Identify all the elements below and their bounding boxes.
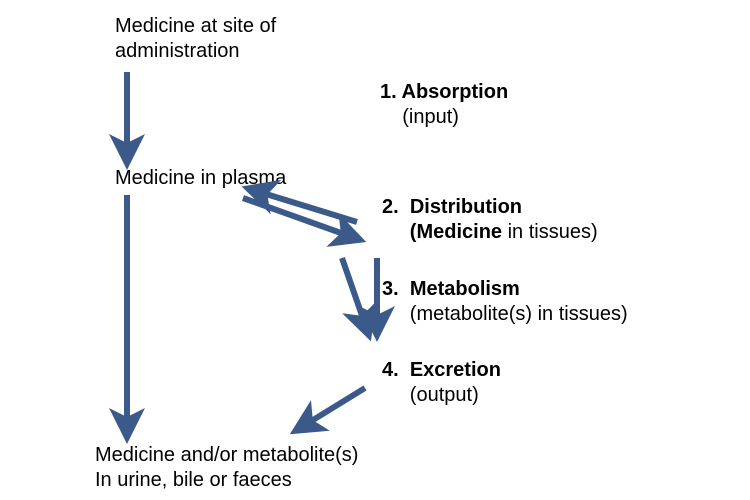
node-admin-line1: Medicine at site of (115, 15, 276, 37)
node-administration: Medicine at site of administration (115, 14, 276, 64)
arrow-a3 (243, 198, 355, 238)
step-1-absorption: 1. Absorption (input) (380, 80, 508, 130)
step-4-excretion: 4. Excretion (output) (382, 358, 501, 408)
step4-sub: (output) (410, 384, 479, 406)
arrow-a4 (253, 190, 357, 222)
step1-sub: (input) (402, 106, 459, 128)
node-excreted-line2: In urine, bile or faeces (95, 469, 292, 491)
step2-title: Distribution (410, 196, 522, 218)
step2-num: 2. (382, 196, 399, 218)
step4-title: Excretion (410, 359, 501, 381)
step-2-distribution: 2. Distribution (Medicine in tissues) (382, 195, 598, 245)
step1-title: Absorption (402, 81, 509, 103)
node-plasma: Medicine in plasma (115, 166, 286, 191)
step3-sub: (metabolite(s) in tissues) (410, 303, 628, 325)
arrow-a7 (300, 388, 365, 428)
node-excreted: Medicine and/or metabolite(s) In urine, … (95, 443, 358, 493)
step4-num: 4. (382, 359, 399, 381)
node-admin-line2: administration (115, 40, 240, 62)
step3-title: Metabolism (410, 278, 520, 300)
step2-sub-bold: (Medicine (410, 221, 502, 243)
step2-sub-rest: in tissues) (502, 221, 598, 243)
step-3-metabolism: 3. Metabolism (metabolite(s) in tissues) (382, 277, 628, 327)
step3-num: 3. (382, 278, 399, 300)
step1-num: 1. (380, 81, 397, 103)
node-excreted-line1: Medicine and/or metabolite(s) (95, 444, 358, 466)
arrow-a5 (342, 258, 367, 330)
arrows-layer (0, 0, 750, 500)
node-plasma-text: Medicine in plasma (115, 167, 286, 189)
